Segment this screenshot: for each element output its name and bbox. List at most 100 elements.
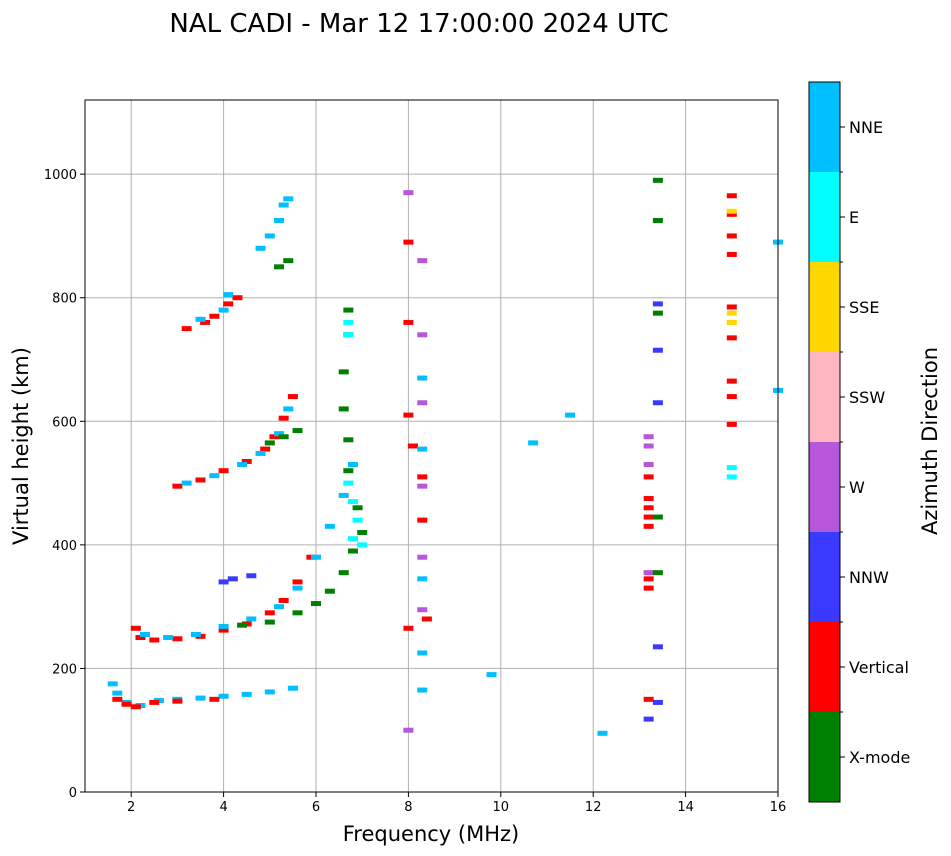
echo-point: [652, 699, 663, 705]
echo-point: [343, 468, 354, 474]
echo-trace: [237, 307, 368, 628]
echo-point: [726, 208, 737, 214]
echo-trace: [417, 375, 428, 693]
grid-lines: [85, 100, 779, 793]
echo-point: [343, 319, 354, 325]
x-axis-label: Frequency (MHz): [343, 822, 519, 846]
echo-point: [726, 335, 737, 341]
colorbar-tick-label: NNE: [849, 118, 883, 137]
echo-point: [278, 434, 289, 440]
echo-trace: [264, 428, 303, 446]
echo-point: [130, 625, 141, 631]
echo-point: [223, 301, 234, 307]
echo-point: [209, 473, 220, 479]
echo-point: [172, 636, 183, 642]
echo-point: [292, 610, 303, 616]
echo-point: [417, 607, 428, 613]
echo-point: [195, 316, 206, 322]
echo-point: [643, 576, 654, 582]
echo-trace: [172, 394, 298, 489]
plot-background: [85, 100, 778, 792]
x-tick-label: 12: [585, 800, 602, 815]
echo-point: [417, 446, 428, 452]
colorbar-tick-label: E: [849, 208, 859, 227]
echo-point: [190, 631, 201, 637]
colorbar-tick-label: SSW: [849, 388, 885, 407]
echo-trace: [274, 258, 294, 270]
echo-point: [643, 585, 654, 591]
colorbar-tick-label: SSE: [849, 298, 879, 317]
echo-point: [652, 177, 663, 183]
echo-point: [237, 462, 248, 468]
echo-point: [338, 492, 349, 498]
echo-trace: [726, 465, 737, 480]
echo-point: [417, 258, 428, 264]
echo-trace: [140, 462, 358, 641]
echo-trace: [195, 292, 234, 322]
y-tick-label: 800: [52, 292, 77, 307]
echo-point: [652, 514, 663, 520]
echo-point: [417, 474, 428, 480]
echo-point: [643, 505, 654, 511]
echo-point: [417, 554, 428, 560]
echo-point: [652, 310, 663, 316]
echo-trace: [112, 696, 220, 710]
echo-point: [352, 517, 363, 523]
echo-point: [417, 332, 428, 338]
echo-point: [726, 304, 737, 310]
echo-point: [352, 505, 363, 511]
echo-trace: [403, 190, 428, 733]
echo-point: [274, 604, 285, 610]
colorbar-segment: [809, 712, 840, 802]
colorbar-segment: [809, 352, 840, 442]
echo-point: [311, 554, 321, 560]
echo-point: [218, 579, 229, 585]
echo-point: [274, 264, 285, 270]
echo-point: [643, 514, 654, 520]
echo-marks: [107, 177, 783, 736]
echo-point: [274, 217, 285, 223]
echo-point: [643, 570, 654, 576]
colorbar-tick-label: W: [849, 478, 865, 497]
echo-point: [227, 576, 238, 582]
echo-point: [241, 691, 252, 697]
echo-point: [218, 468, 229, 474]
echo-point: [200, 319, 211, 325]
echo-point: [403, 190, 414, 196]
echo-point: [255, 450, 266, 456]
echo-point: [338, 570, 349, 576]
echo-point: [343, 437, 354, 443]
echo-point: [643, 523, 654, 529]
echo-point: [643, 496, 654, 502]
y-axis-ticks: 0 200 400 600 800 1000: [44, 168, 85, 801]
echo-point: [181, 480, 192, 486]
echo-point: [417, 650, 428, 656]
echo-point: [311, 601, 321, 607]
echo-point: [195, 695, 206, 701]
chart-title: NAL CADI - Mar 12 17:00:00 2024 UTC: [169, 9, 668, 39]
echo-point: [597, 730, 608, 736]
echo-point: [107, 681, 118, 687]
echo-point: [643, 462, 654, 468]
echo-point: [130, 704, 141, 710]
echo-point: [565, 412, 576, 418]
echo-point: [264, 233, 275, 239]
echo-point: [121, 701, 132, 707]
echo-point: [264, 610, 275, 616]
x-tick-label: 10: [493, 800, 510, 815]
echo-point: [264, 689, 275, 695]
echo-point: [241, 458, 252, 464]
echo-point: [417, 517, 428, 523]
echo-point: [347, 536, 358, 542]
echo-point: [112, 690, 123, 696]
y-tick-label: 0: [69, 786, 77, 801]
x-tick-label: 6: [312, 800, 320, 815]
echo-point: [726, 465, 737, 471]
echo-point: [260, 446, 271, 452]
colorbar-segment: [809, 262, 840, 352]
echo-trace: [181, 295, 243, 332]
echo-point: [163, 635, 174, 641]
echo-point: [223, 292, 234, 298]
echo-point: [403, 625, 414, 631]
echo-trace: [403, 239, 432, 631]
